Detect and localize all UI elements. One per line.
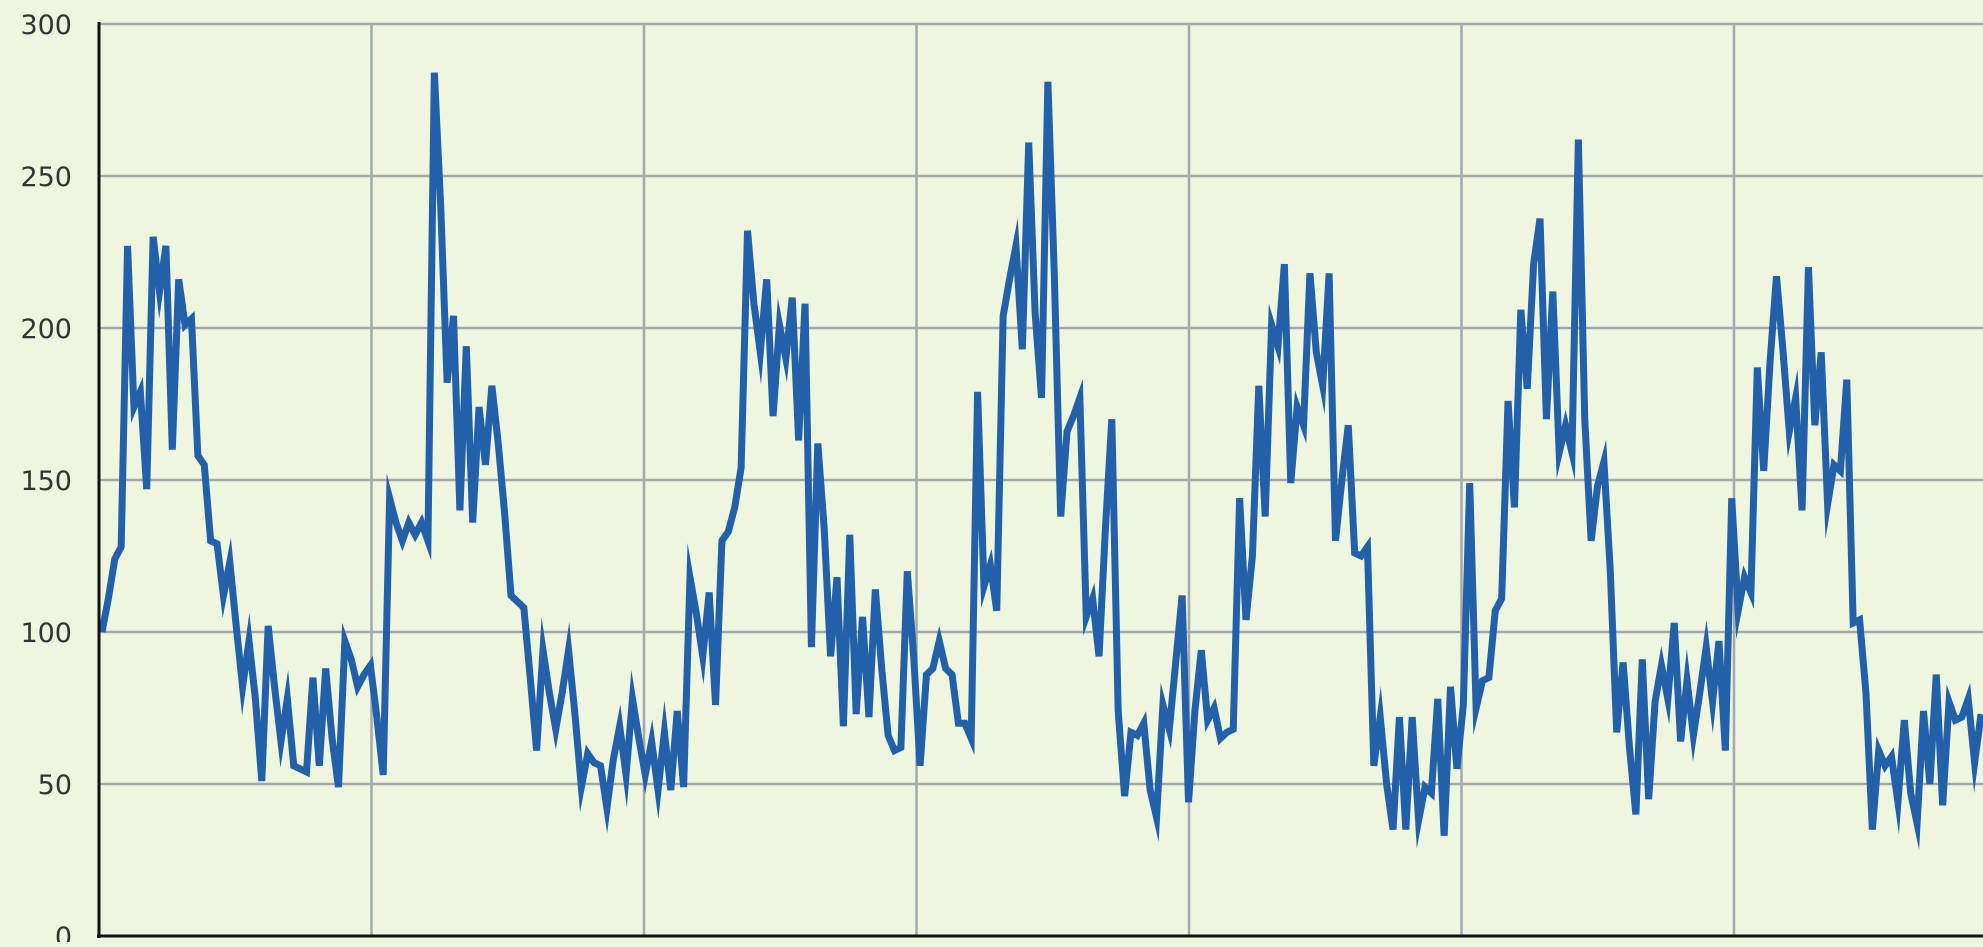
y-tick-label: 50 — [38, 770, 72, 801]
axes — [97, 22, 1983, 938]
series-line-0 — [98, 72, 1983, 851]
y-tick-label: 0 — [55, 922, 72, 942]
series-layer — [98, 72, 1983, 851]
y-tick-label: 200 — [20, 314, 72, 345]
y-axis-ticks: 0 50 100 150 200 250 300 — [20, 10, 72, 947]
y-tick-label: 150 — [20, 466, 72, 497]
y-tick-label: 100 — [20, 618, 72, 649]
y-tick-label: 300 — [20, 10, 72, 41]
y-tick-label: 250 — [20, 162, 72, 193]
